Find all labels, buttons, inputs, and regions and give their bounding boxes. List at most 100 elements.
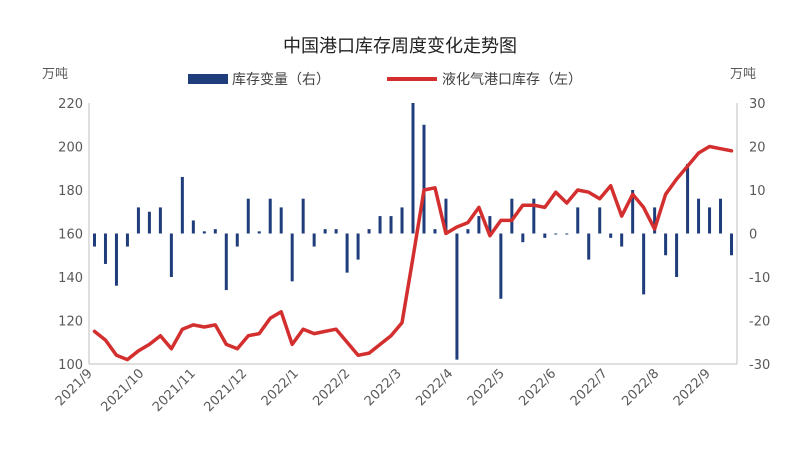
inventory-change-bar <box>224 233 228 291</box>
port-inventory-point <box>675 178 678 180</box>
inventory-change-bar <box>301 198 305 234</box>
x-tick-label: 2022/2 <box>310 366 353 409</box>
x-tick-label: 2021/10 <box>99 366 148 415</box>
right-tick-label: -10 <box>749 271 770 286</box>
inventory-change-bar <box>246 198 250 234</box>
inventory-change-bar <box>169 233 173 277</box>
port-inventory-point <box>697 152 700 154</box>
x-tick-label: 2022/9 <box>671 366 714 409</box>
inventory-change-bar <box>114 233 118 286</box>
inventory-change-bar <box>202 231 206 234</box>
port-inventory-point <box>148 343 151 346</box>
inventory-change-bar <box>565 233 569 235</box>
port-inventory-point <box>313 332 315 335</box>
right-tick-label: -30 <box>749 358 770 373</box>
inventory-change-bar <box>455 233 459 360</box>
port-inventory-point <box>214 324 216 326</box>
port-inventory-point <box>522 204 524 206</box>
port-inventory-point <box>258 332 260 335</box>
inventory-change-bar <box>653 207 657 234</box>
inventory-change-bar <box>103 233 107 264</box>
port-inventory-point <box>357 354 359 356</box>
left-tick-label: 140 <box>58 271 83 286</box>
left-tick-label: 160 <box>58 228 83 243</box>
x-tick-label: 2022/8 <box>619 366 662 409</box>
port-inventory-point <box>115 354 118 356</box>
inventory-change-bar <box>92 233 96 247</box>
right-axis-unit: 万吨 <box>730 67 756 82</box>
inventory-change-bar <box>587 233 591 260</box>
inventory-change-bar <box>312 233 316 247</box>
inventory-change-bar <box>554 233 558 235</box>
right-tick-label: -20 <box>749 315 770 330</box>
line-series <box>92 144 734 362</box>
port-inventory-point <box>632 193 634 195</box>
x-tick-label: 2022/1 <box>259 366 302 409</box>
port-inventory-point <box>269 317 271 319</box>
inventory-change-bar <box>532 198 536 234</box>
left-tick-label: 120 <box>58 315 83 330</box>
inventory-change-bar <box>697 198 701 234</box>
inventory-change-bar <box>631 190 635 234</box>
x-tick-label: 2021/11 <box>150 366 199 415</box>
inventory-change-bar <box>125 233 129 247</box>
inventory-change-bar <box>444 198 448 234</box>
port-inventory-point <box>324 330 326 332</box>
right-tick-label: 0 <box>749 228 757 243</box>
port-inventory-point <box>467 222 469 224</box>
inventory-change-bar <box>147 211 151 234</box>
port-inventory-point <box>544 206 546 208</box>
inventory-change-bar <box>411 103 415 234</box>
x-tick-label: 2022/7 <box>568 366 611 409</box>
right-tick-label: 30 <box>749 97 766 112</box>
inventory-change-bar <box>510 198 514 234</box>
port-inventory-point <box>566 202 568 204</box>
inventory-change-bar <box>488 216 492 234</box>
right-tick-label: 10 <box>749 184 766 199</box>
inventory-change-bar <box>213 229 217 234</box>
port-inventory-point <box>500 219 502 222</box>
port-inventory-point <box>577 189 579 191</box>
left-axis-unit: 万吨 <box>42 67 68 82</box>
left-tick-label: 220 <box>58 97 83 112</box>
inventory-change-bar <box>664 233 668 256</box>
port-inventory-point <box>456 226 458 228</box>
inventory-change-bar <box>356 233 360 260</box>
inventory-change-bar <box>521 233 525 243</box>
inventory-change-bar <box>543 233 547 238</box>
x-tick-label: 2022/4 <box>413 366 456 409</box>
port-inventory-point <box>379 343 381 346</box>
axes <box>88 103 738 365</box>
port-inventory-point <box>588 191 590 193</box>
port-inventory-point <box>247 335 249 337</box>
port-inventory-point <box>708 145 711 148</box>
port-inventory-point <box>610 185 612 187</box>
inventory-change-bar <box>642 233 646 295</box>
legend: 库存变量（右） 液化气港口库存（左） <box>188 72 582 88</box>
inventory-change-bar <box>609 233 613 238</box>
port-inventory-point <box>137 350 140 352</box>
port-inventory-point <box>533 204 535 206</box>
inventory-change-bar <box>598 207 602 234</box>
port-inventory-point <box>434 187 436 189</box>
port-inventory-point <box>170 348 172 350</box>
x-tick-label: 2022/6 <box>516 366 559 409</box>
inventory-change-bar <box>422 124 426 234</box>
port-inventory-point <box>104 339 107 341</box>
inventory-change-bar <box>730 233 734 256</box>
x-tick-label: 2021/12 <box>202 366 251 415</box>
port-inventory-point <box>126 359 129 361</box>
port-inventory-point <box>654 228 656 230</box>
port-inventory-point <box>335 328 337 330</box>
inventory-change-bar <box>367 229 371 234</box>
inventory-change-bar <box>257 231 261 234</box>
legend-line-label: 液化气港口库存（左） <box>442 72 582 88</box>
x-tick-label: 2022/5 <box>465 366 508 409</box>
inventory-change-bar <box>180 176 184 234</box>
port-inventory-point <box>511 219 513 222</box>
inventory-change-bar <box>334 229 338 234</box>
legend-bar-label: 库存变量（右） <box>232 72 330 88</box>
port-inventory-point <box>686 165 689 167</box>
port-inventory-point <box>401 322 403 324</box>
inventory-change-bar <box>686 163 690 234</box>
